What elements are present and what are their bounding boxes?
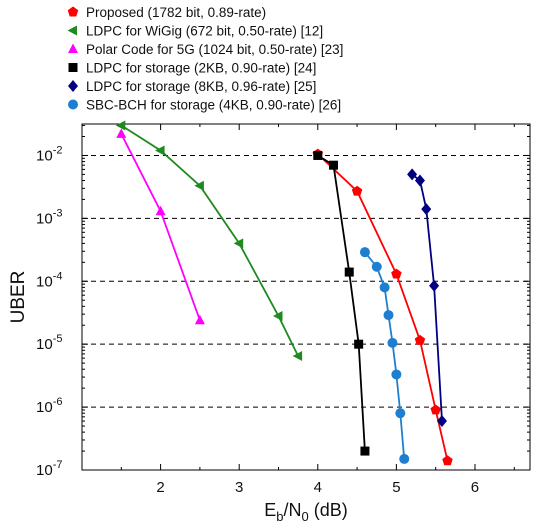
- y-axis-label: UBER: [8, 271, 29, 324]
- plot-frame: [81, 123, 531, 471]
- data-point: [395, 408, 406, 419]
- legend-item: LDPC for WiGig (672 bit, 0.50-rate) [12]: [67, 24, 323, 39]
- data-point: [68, 43, 78, 53]
- x-label-part: /N: [284, 500, 302, 520]
- legend: Proposed (1782 bit, 0.89-rate) LDPC for W…: [67, 5, 343, 113]
- x-tick-label: 3: [235, 479, 243, 496]
- series-line: [317, 153, 449, 462]
- data-point: [391, 268, 402, 279]
- legend-label: Proposed (1782 bit, 0.89-rate): [86, 5, 266, 20]
- data-point: [391, 369, 402, 380]
- data-point: [421, 203, 432, 216]
- data-point: [272, 311, 283, 322]
- data-point: [329, 160, 339, 170]
- data-point: [313, 150, 323, 160]
- data-point: [155, 145, 165, 156]
- data-point: [67, 25, 77, 36]
- legend-label: LDPC for WiGig (672 bit, 0.50-rate) [12]: [86, 24, 323, 39]
- x-tick-label: 5: [392, 479, 400, 496]
- data-point: [233, 238, 244, 249]
- data-point: [67, 6, 79, 17]
- y-tick-exponent: -2: [53, 144, 63, 156]
- x-label-part: (dB): [309, 500, 348, 520]
- data-point: [344, 267, 354, 277]
- x-tick-label: 2: [156, 479, 164, 496]
- data-point: [155, 205, 166, 216]
- axes: 10-2 10-3 10-4 10-5 10-6 10-7 2 3 4 5 6: [36, 124, 530, 496]
- data-point: [399, 453, 410, 464]
- legend-label: LDPC for storage (8KB, 0.96-rate) [25]: [86, 79, 316, 94]
- y-tick-label: 10-2: [36, 144, 62, 164]
- data-point: [429, 279, 440, 292]
- data-point: [442, 455, 453, 466]
- series-2: [115, 120, 303, 361]
- y-tick-exponent: -7: [53, 459, 63, 471]
- data-point: [115, 120, 126, 131]
- legend-item: LDPC for storage (8KB, 0.96-rate) [25]: [68, 79, 316, 94]
- x-tick-label: 4: [314, 479, 322, 496]
- series-3: [116, 128, 205, 325]
- series-line: [317, 154, 366, 452]
- data-point: [414, 174, 425, 187]
- series-6: [359, 247, 410, 464]
- data-point: [68, 80, 78, 92]
- data-point: [68, 63, 78, 72]
- data-point: [430, 404, 441, 415]
- y-tick-exponent: -4: [53, 270, 63, 282]
- series-line: [120, 133, 201, 321]
- data-point: [360, 446, 370, 456]
- legend-item: Proposed (1782 bit, 0.89-rate): [67, 5, 266, 20]
- y-tick-exponent: -5: [53, 333, 63, 345]
- x-tick-label: 6: [471, 479, 479, 496]
- y-tick-label: 10-3: [36, 207, 62, 227]
- series-line: [120, 124, 299, 357]
- data-point: [194, 180, 204, 191]
- legend-label: Polar Code for 5G (1024 bit, 0.50-rate) …: [86, 42, 343, 57]
- legend-item: SBC-BCH for storage (4KB, 0.90-rate) [26…: [68, 98, 341, 113]
- series-layer: [115, 120, 453, 466]
- data-point: [383, 310, 394, 321]
- legend-label: SBC-BCH for storage (4KB, 0.90-rate) [26…: [86, 98, 341, 113]
- series-5: [407, 168, 447, 428]
- data-point: [68, 99, 78, 110]
- y-tick-exponent: -3: [53, 207, 63, 219]
- y-tick-label: 10-7: [36, 459, 62, 479]
- data-point: [407, 168, 418, 181]
- data-point: [371, 261, 382, 272]
- data-point: [351, 185, 363, 196]
- grid-lines: [82, 154, 530, 408]
- data-point: [379, 282, 390, 293]
- y-tick-label: 10-4: [36, 270, 62, 290]
- legend-label: LDPC for storage (2KB, 0.90-rate) [24]: [86, 61, 316, 76]
- legend-item: LDPC for storage (2KB, 0.90-rate) [24]: [68, 61, 316, 76]
- x-label-part: E: [264, 500, 276, 520]
- data-point: [116, 128, 127, 138]
- data-point: [359, 247, 370, 258]
- data-point: [436, 415, 447, 428]
- y-tick-exponent: -6: [53, 396, 63, 408]
- series-4: [313, 150, 370, 456]
- y-tick-label: 10-5: [36, 333, 62, 353]
- data-point: [194, 314, 205, 325]
- x-axis-label: Eb/N0 (dB): [264, 500, 348, 523]
- x-label-part: 0: [302, 509, 309, 523]
- data-point: [414, 334, 426, 345]
- data-point: [292, 350, 303, 361]
- series-1: [312, 148, 453, 466]
- legend-item: Polar Code for 5G (1024 bit, 0.50-rate) …: [68, 42, 343, 57]
- y-tick-label: 10-6: [36, 396, 62, 416]
- x-label-part: b: [276, 509, 283, 523]
- data-point: [387, 337, 398, 348]
- data-point: [354, 339, 364, 349]
